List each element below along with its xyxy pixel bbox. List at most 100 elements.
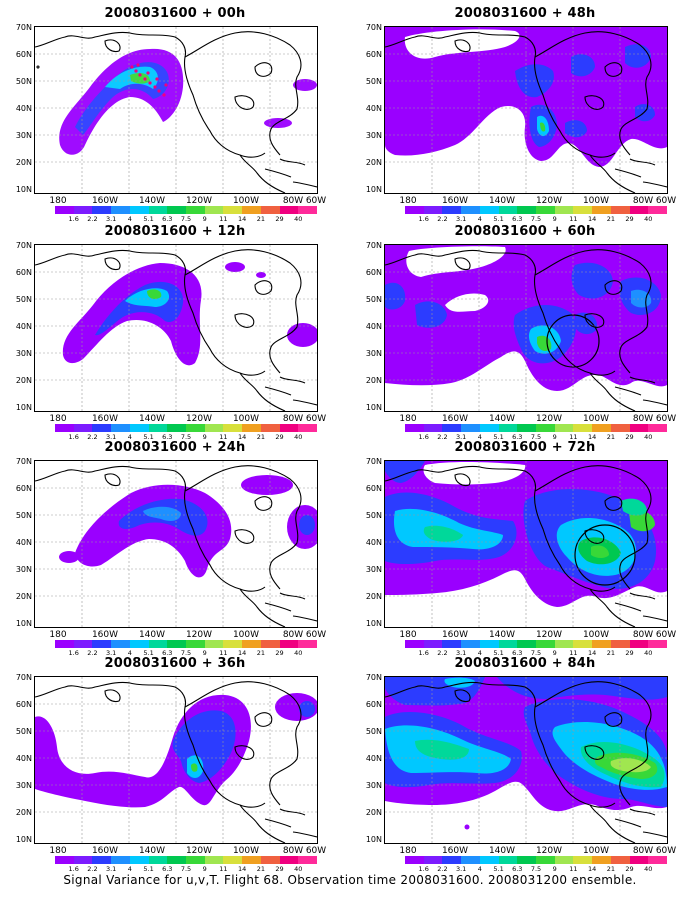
lat-label-40n: 40N [365, 754, 382, 763]
colorbar-level-label: 4 [477, 649, 482, 657]
colorbar-level-label: 6.3 [162, 215, 173, 223]
colorbar-swatch [73, 424, 93, 432]
lon-label-80w: 80W [282, 196, 304, 206]
colorbar-swatch [648, 206, 668, 214]
lat-label-20n: 20N [15, 376, 32, 385]
lat-label-30n: 30N [15, 349, 32, 358]
colorbar [405, 640, 668, 648]
panel-title: 2008031600 + 00h [104, 6, 246, 21]
lat-label-30n: 30N [365, 781, 382, 790]
lon-label-60w: 60W [305, 630, 327, 640]
lat-label-10n: 10N [365, 619, 382, 628]
target-circle [574, 524, 636, 586]
colorbar-level-label: 14 [238, 215, 247, 223]
lat-label-20n: 20N [15, 808, 32, 817]
colorbar-swatch [573, 206, 593, 214]
lat-label-50n: 50N [15, 295, 32, 304]
colorbar-swatch [461, 206, 480, 214]
lat-label-70n: 70N [15, 457, 32, 466]
colorbar-swatch [479, 856, 499, 864]
colorbar-level-label: 14 [588, 215, 597, 223]
colorbar-level-label: 7.5 [530, 215, 542, 223]
colorbar-level-label: 7.5 [180, 649, 192, 657]
lat-label-70n: 70N [365, 241, 382, 250]
colorbar-level-label: 40 [644, 433, 653, 441]
colorbar-swatch [423, 640, 443, 648]
lat-label-20n: 20N [365, 808, 382, 817]
colorbar-swatch [573, 640, 593, 648]
panel-title: 2008031600 + 36h [104, 656, 246, 671]
colorbar-level-label: 1.6 [418, 865, 429, 873]
map-panel-60h: 2008031600 + 60h [350, 224, 690, 442]
lon-label-100w: 100W [232, 630, 260, 640]
map-panel-12h: 2008031600 + 12h [0, 224, 340, 442]
colorbar-swatch [148, 640, 168, 648]
colorbar-swatch [242, 206, 261, 214]
colorbar-swatch [479, 206, 499, 214]
lat-label-50n: 50N [365, 511, 382, 520]
lat-label-10n: 10N [15, 619, 32, 628]
colorbar-level-label: 5.1 [143, 649, 154, 657]
colorbar-swatch [461, 856, 480, 864]
lat-label-10n: 10N [365, 185, 382, 194]
map-frame [384, 676, 668, 844]
colorbar-labels: 1.6 2.2 3.1 4 5.1 6.3 7.5 9 11 14 21 29 40 [55, 865, 317, 874]
colorbar-level-label: 9 [202, 865, 207, 873]
colorbar-swatch [405, 856, 424, 864]
lon-label-140w: 140W [138, 414, 166, 424]
colorbar-swatch [111, 206, 130, 214]
map-frame [34, 460, 318, 628]
colorbar-swatch [73, 856, 93, 864]
colorbar-swatch [204, 856, 224, 864]
colorbar-level-label: 11 [569, 649, 578, 657]
lon-label-160w: 160W [91, 630, 119, 640]
colorbar-level-label: 2.2 [437, 433, 448, 441]
lon-label-120w: 120W [185, 846, 213, 856]
colorbar-swatch [55, 424, 74, 432]
colorbar-level-label: 21 [256, 433, 265, 441]
lon-label-100w: 100W [582, 846, 610, 856]
lon-label-120w: 120W [185, 196, 213, 206]
colorbar-swatch [610, 424, 630, 432]
colorbar-swatch [554, 856, 574, 864]
colorbar-swatch [610, 206, 630, 214]
colorbar-swatch [461, 424, 480, 432]
lat-label-60n: 60N [15, 268, 32, 277]
colorbar-swatch [629, 856, 649, 864]
colorbar-swatch [592, 206, 611, 214]
lon-label-180: 180 [49, 414, 67, 424]
colorbar-labels: 1.6 2.2 3.1 4 5.1 6.3 7.5 9 11 14 21 29 40 [405, 433, 667, 442]
colorbar-swatch [260, 424, 280, 432]
lon-label-180: 180 [399, 630, 417, 640]
lon-label-180: 180 [399, 846, 417, 856]
colorbar-level-label: 5.1 [493, 215, 504, 223]
colorbar-level-label: 21 [606, 215, 615, 223]
colorbar-level-label: 29 [275, 865, 284, 873]
colorbar [405, 424, 668, 432]
colorbar-level-label: 21 [256, 649, 265, 657]
lon-label-120w: 120W [535, 846, 563, 856]
lat-label-20n: 20N [365, 158, 382, 167]
colorbar-swatch [129, 206, 149, 214]
colorbar-swatch [279, 856, 299, 864]
colorbar-swatch [92, 856, 112, 864]
colorbar-level-label: 6.3 [512, 215, 523, 223]
lon-label-100w: 100W [582, 414, 610, 424]
colorbar-labels: 1.6 2.2 3.1 4 5.1 6.3 7.5 9 11 14 21 29 40 [405, 215, 667, 224]
colorbar-level-label: 7.5 [180, 215, 192, 223]
colorbar-swatch [92, 424, 112, 432]
colorbar-swatch [186, 424, 205, 432]
variance-map [35, 245, 317, 411]
colorbar-level-label: 1.6 [68, 215, 79, 223]
colorbar-level-label: 5.1 [493, 433, 504, 441]
lat-label-30n: 30N [15, 781, 32, 790]
colorbar-swatch [55, 206, 74, 214]
colorbar-level-label: 11 [219, 215, 228, 223]
colorbar-swatch [536, 424, 555, 432]
colorbar-level-label: 4 [127, 649, 132, 657]
colorbar-level-label: 1.6 [418, 433, 429, 441]
colorbar-swatch [517, 640, 537, 648]
colorbar-level-label: 1.6 [418, 649, 429, 657]
colorbar-swatch [461, 640, 480, 648]
colorbar-level-label: 2.2 [87, 433, 98, 441]
